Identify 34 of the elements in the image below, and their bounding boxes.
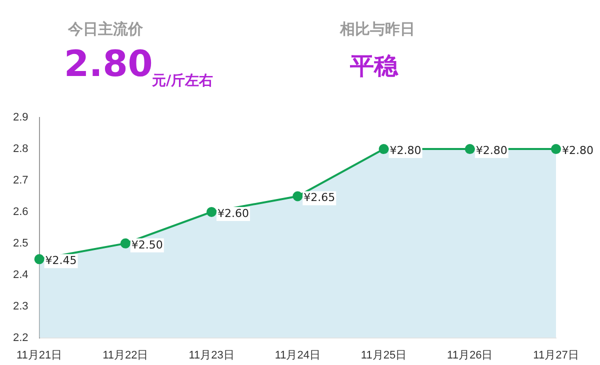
x-tick-label: 11月24日	[274, 349, 320, 362]
point	[120, 238, 130, 248]
x-tick-label: 11月26日	[447, 349, 493, 362]
point	[551, 144, 561, 154]
data-label: ¥2.80	[476, 144, 508, 157]
point	[206, 206, 217, 217]
data-label: ¥2.45	[45, 254, 77, 268]
data-label: ¥2.60	[218, 206, 250, 220]
point	[292, 191, 303, 202]
y-tick-label: 2.5	[12, 237, 28, 250]
y-tick-label: 2.7	[12, 174, 28, 187]
x-tick-label: 11月27日	[533, 349, 579, 362]
x-tick-label: 11月21日	[16, 349, 62, 362]
y-tick-label: 2.3	[12, 300, 28, 312]
data-label: ¥2.80	[562, 144, 594, 157]
x-tick-label: 11月23日	[188, 349, 234, 362]
text: 元/斤左右	[152, 72, 214, 90]
data-label: ¥2.50	[131, 238, 163, 252]
text: 相比与昨日	[340, 20, 415, 39]
x-tick-label: 11月22日	[102, 349, 148, 362]
data-label: ¥2.80	[390, 144, 422, 157]
x-tick-label: 11月25日	[360, 349, 407, 362]
text: 2.80	[64, 44, 153, 85]
text: 今日主流价	[68, 20, 143, 39]
point	[464, 144, 475, 154]
y-tick-label: 2.2	[12, 332, 28, 344]
point	[34, 254, 44, 264]
y-tick-label: 2.9	[12, 112, 28, 124]
y-tick-label: 2.6	[12, 206, 28, 218]
point	[378, 144, 389, 154]
data-label: ¥2.65	[304, 191, 336, 204]
text: 平稳	[350, 51, 398, 82]
y-tick-label: 2.4	[12, 268, 28, 281]
y-tick-label: 2.8	[12, 143, 28, 156]
